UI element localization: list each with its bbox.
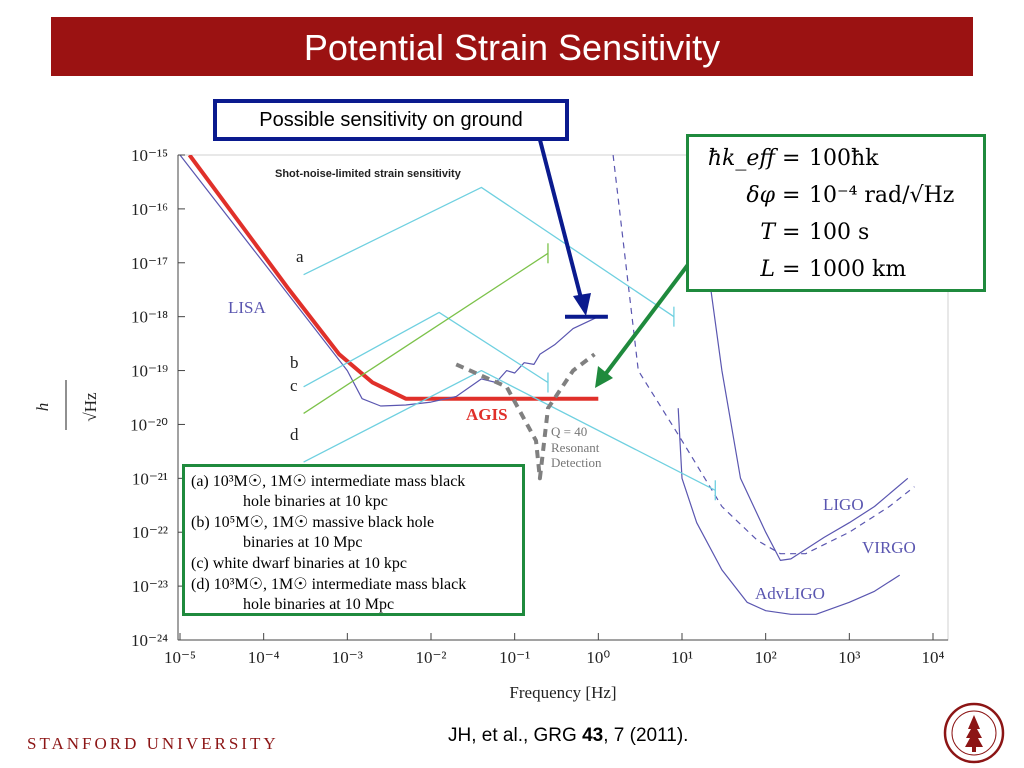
label-advligo: AdvLIGO: [755, 584, 825, 603]
y-tick-label: 10⁻²³: [132, 577, 168, 596]
series-agis: [187, 155, 599, 401]
param-rhs: 100 s: [809, 220, 870, 245]
slide-title: Potential Strain Sensitivity: [303, 27, 721, 68]
x-axis-label: Frequency [Hz]: [509, 683, 616, 702]
x-tick-label: 10⁻¹: [499, 648, 530, 667]
x-tick-label: 10³: [838, 648, 860, 667]
y-tick-label: 10⁻²⁴: [131, 631, 168, 650]
legend-line: (b) 10⁵M☉, 1M☉ massive black hole: [191, 514, 435, 531]
y-tick-label: 10⁻¹⁵: [131, 146, 168, 165]
plot-title: Shot-noise-limited strain sensitivity: [275, 168, 462, 180]
svg-text:h: h: [33, 403, 52, 412]
y-tick-label: 10⁻²⁰: [130, 415, 168, 434]
x-tick-label: 10⁰: [586, 648, 610, 667]
x-tick-label: 10²: [755, 648, 777, 667]
parameters-box: ħk_eff = 100ħk δφ = 10⁻⁴ rad/√Hz T = 100…: [686, 134, 986, 292]
label-b: b: [290, 353, 299, 372]
series-lisa: [179, 155, 599, 407]
param-eq: =: [782, 257, 801, 282]
param-rhs: 100ħk: [809, 146, 879, 171]
series-a: [303, 186, 675, 318]
ground-arrow: [538, 139, 591, 316]
label-resonant-2: Resonant: [551, 440, 600, 455]
label-agis: AGIS: [466, 405, 508, 424]
series-q-40-resonant-detection: [455, 352, 596, 481]
param-row: ħk_eff = 100ħk: [689, 141, 983, 177]
param-rhs: 10⁻⁴ rad/√Hz: [809, 183, 955, 208]
label-resonant-3: Detection: [551, 455, 602, 470]
params-arrow: [595, 260, 692, 388]
series-virgo: [612, 155, 915, 555]
param-lhs: T: [760, 220, 775, 245]
stanford-wordmark: STANFORD UNIVERSITY: [27, 734, 279, 753]
label-d: d: [290, 425, 299, 444]
citation-pre: JH, et al., GRG: [448, 725, 583, 746]
label-a: a: [296, 247, 304, 266]
y-tick-label: 10⁻²¹: [132, 469, 168, 488]
label-lisa: LISA: [228, 298, 267, 317]
svg-text:√Hz: √Hz: [81, 392, 100, 422]
y-axis-label: h √Hz: [33, 380, 100, 430]
label-resonant-1: Q = 40: [551, 424, 587, 439]
citation: JH, et al., GRG 43, 7 (2011).: [448, 725, 688, 747]
ground-sensitivity-label: Possible sensitivity on ground: [259, 109, 523, 131]
stanford-seal-icon: [943, 702, 1005, 764]
citation-volume: 43: [582, 725, 604, 746]
legend-line: (a) 10³M☉, 1M☉ intermediate mass black: [191, 473, 466, 490]
x-tick-label: 10⁻²: [415, 648, 446, 667]
y-tick-label: 10⁻¹⁸: [131, 308, 168, 327]
label-c: c: [290, 376, 298, 395]
param-lhs: ħk_eff: [707, 146, 775, 171]
param-lhs: δφ: [746, 183, 775, 208]
series-ligo: [696, 155, 909, 561]
series-d: [303, 369, 716, 491]
x-tick-label: 10⁻³: [332, 648, 363, 667]
citation-post: , 7 (2011).: [603, 725, 689, 746]
param-rhs: 1000 km: [809, 257, 907, 282]
param-row: L = 1000 km: [689, 252, 983, 288]
y-tick-label: 10⁻²²: [132, 523, 168, 542]
legend-line: (c) white dwarf binaries at 10 kpc: [191, 555, 407, 572]
y-tick-label: 10⁻¹⁹: [131, 362, 168, 381]
param-lhs: L: [760, 257, 775, 282]
param-eq: =: [782, 220, 801, 245]
x-tick-label: 10¹: [671, 648, 693, 667]
x-tick-label: 10⁴: [922, 648, 945, 667]
param-row: T = 100 s: [689, 215, 983, 251]
label-virgo: VIRGO: [862, 538, 916, 557]
legend-line: (d) 10³M☉, 1M☉ intermediate mass black: [191, 576, 467, 593]
legend-line: hole binaries at 10 kpc: [243, 493, 388, 510]
series-advligo: [677, 408, 901, 615]
param-row: δφ = 10⁻⁴ rad/√Hz: [689, 178, 983, 214]
x-tick-label: 10⁻⁵: [164, 648, 196, 667]
param-eq: =: [782, 146, 801, 171]
title-bar: Potential Strain Sensitivity: [51, 17, 973, 76]
ground-sensitivity-callout: Possible sensitivity on ground: [213, 99, 569, 141]
source-legend-box: (a) 10³M☉, 1M☉ intermediate mass black h…: [182, 464, 525, 616]
param-eq: =: [782, 183, 801, 208]
series-c: [303, 252, 549, 414]
y-tick-label: 10⁻¹⁶: [131, 200, 168, 219]
series-b: [303, 311, 549, 388]
y-tick-label: 10⁻¹⁷: [131, 254, 168, 273]
legend-line: hole binaries at 10 Mpc: [243, 596, 395, 613]
x-tick-label: 10⁻⁴: [248, 648, 280, 667]
label-ligo: LIGO: [823, 495, 864, 514]
legend-line: binaries at 10 Mpc: [243, 534, 363, 551]
